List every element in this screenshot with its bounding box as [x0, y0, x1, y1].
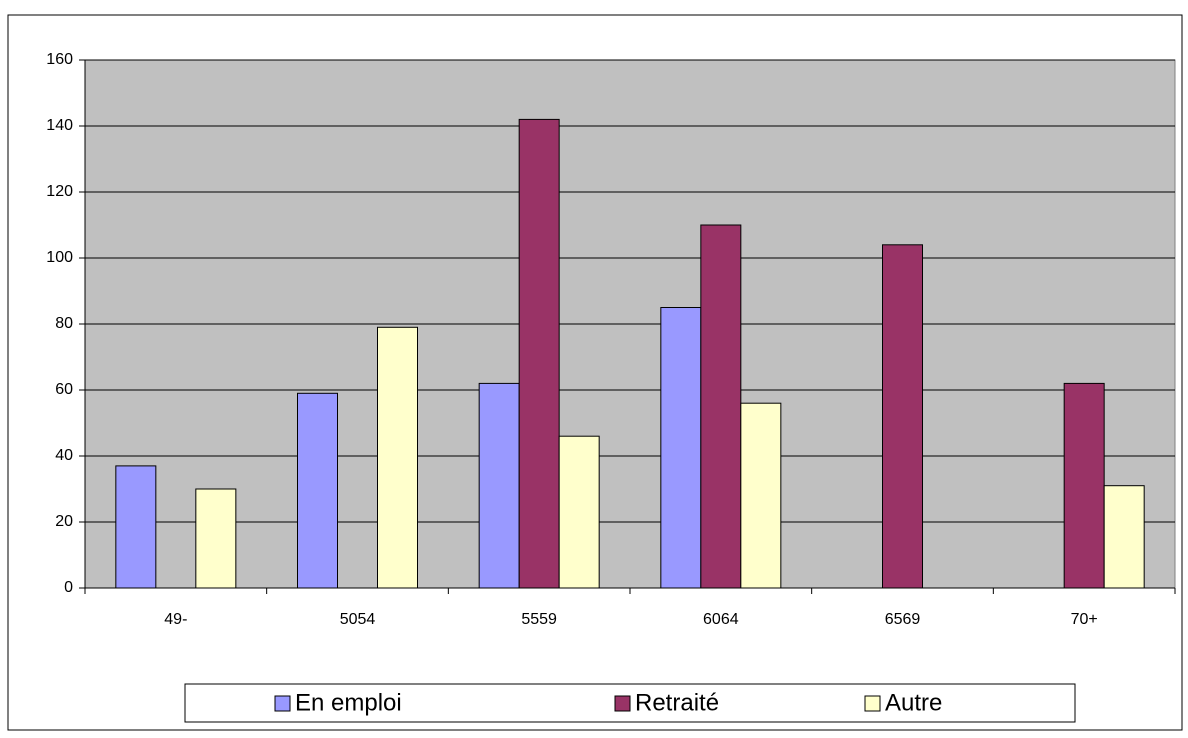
- bar: [558, 435, 600, 589]
- legend-label: Autre: [885, 689, 942, 716]
- legend-label: En emploi: [295, 689, 402, 716]
- bar: [660, 307, 702, 589]
- x-tick-label: 5054: [340, 611, 376, 628]
- y-tick-label: 20: [55, 513, 73, 530]
- bar: [740, 402, 782, 589]
- bar: [518, 118, 560, 589]
- bar: [297, 392, 338, 589]
- y-tick-label: 0: [64, 579, 73, 596]
- x-tick-label: 49-: [164, 611, 187, 628]
- x-tick-label: 5559: [521, 611, 557, 628]
- x-tick-label: 6064: [703, 611, 739, 628]
- legend-swatch: [864, 695, 881, 712]
- y-tick-label: 40: [55, 447, 73, 464]
- bar: [115, 465, 157, 589]
- y-tick-label: 140: [46, 117, 73, 134]
- x-tick-label: 70+: [1071, 611, 1098, 628]
- bar: [1063, 382, 1105, 589]
- bar: [700, 224, 742, 589]
- y-tick-label: 100: [46, 249, 73, 266]
- y-tick-label: 160: [46, 51, 73, 68]
- bar: [882, 244, 923, 589]
- bar: [478, 382, 520, 589]
- x-tick-label: 6569: [885, 611, 921, 628]
- legend-label: Retraité: [635, 689, 719, 716]
- bar: [195, 488, 237, 589]
- y-tick-label: 120: [46, 183, 73, 200]
- bar: [1103, 485, 1145, 589]
- legend-swatch: [614, 695, 631, 712]
- y-tick-label: 80: [55, 315, 73, 332]
- y-tick-label: 60: [55, 381, 73, 398]
- legend-swatch: [274, 695, 291, 712]
- bar: [377, 326, 418, 589]
